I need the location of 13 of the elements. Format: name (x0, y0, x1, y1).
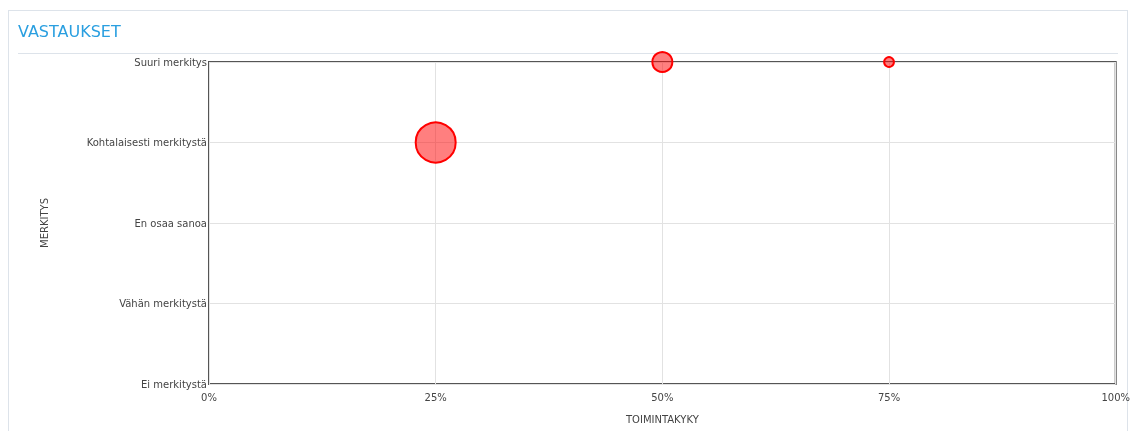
y-tick-label: Vähän merkitystä (119, 298, 207, 309)
x-axis-title: TOIMINTAKYKY (624, 413, 700, 425)
y-axis-title: MERKITYS (38, 198, 50, 248)
x-tick-label: 25% (424, 391, 447, 403)
y-tick-label: Suuri merkitys (134, 56, 207, 68)
y-tick-label: Kohtalaisesti merkitystä (86, 137, 207, 148)
y-tick-label: Ei merkitystä (141, 378, 207, 390)
x-tick-label: 0% (201, 391, 217, 403)
x-tick-label: 100% (1101, 391, 1130, 403)
text: VASTAUKSET (18, 11, 1118, 54)
x-tick-label: 75% (877, 391, 901, 403)
x-tick-label: 50% (651, 391, 674, 403)
y-tick-label: En osaa sanoa (134, 217, 207, 229)
